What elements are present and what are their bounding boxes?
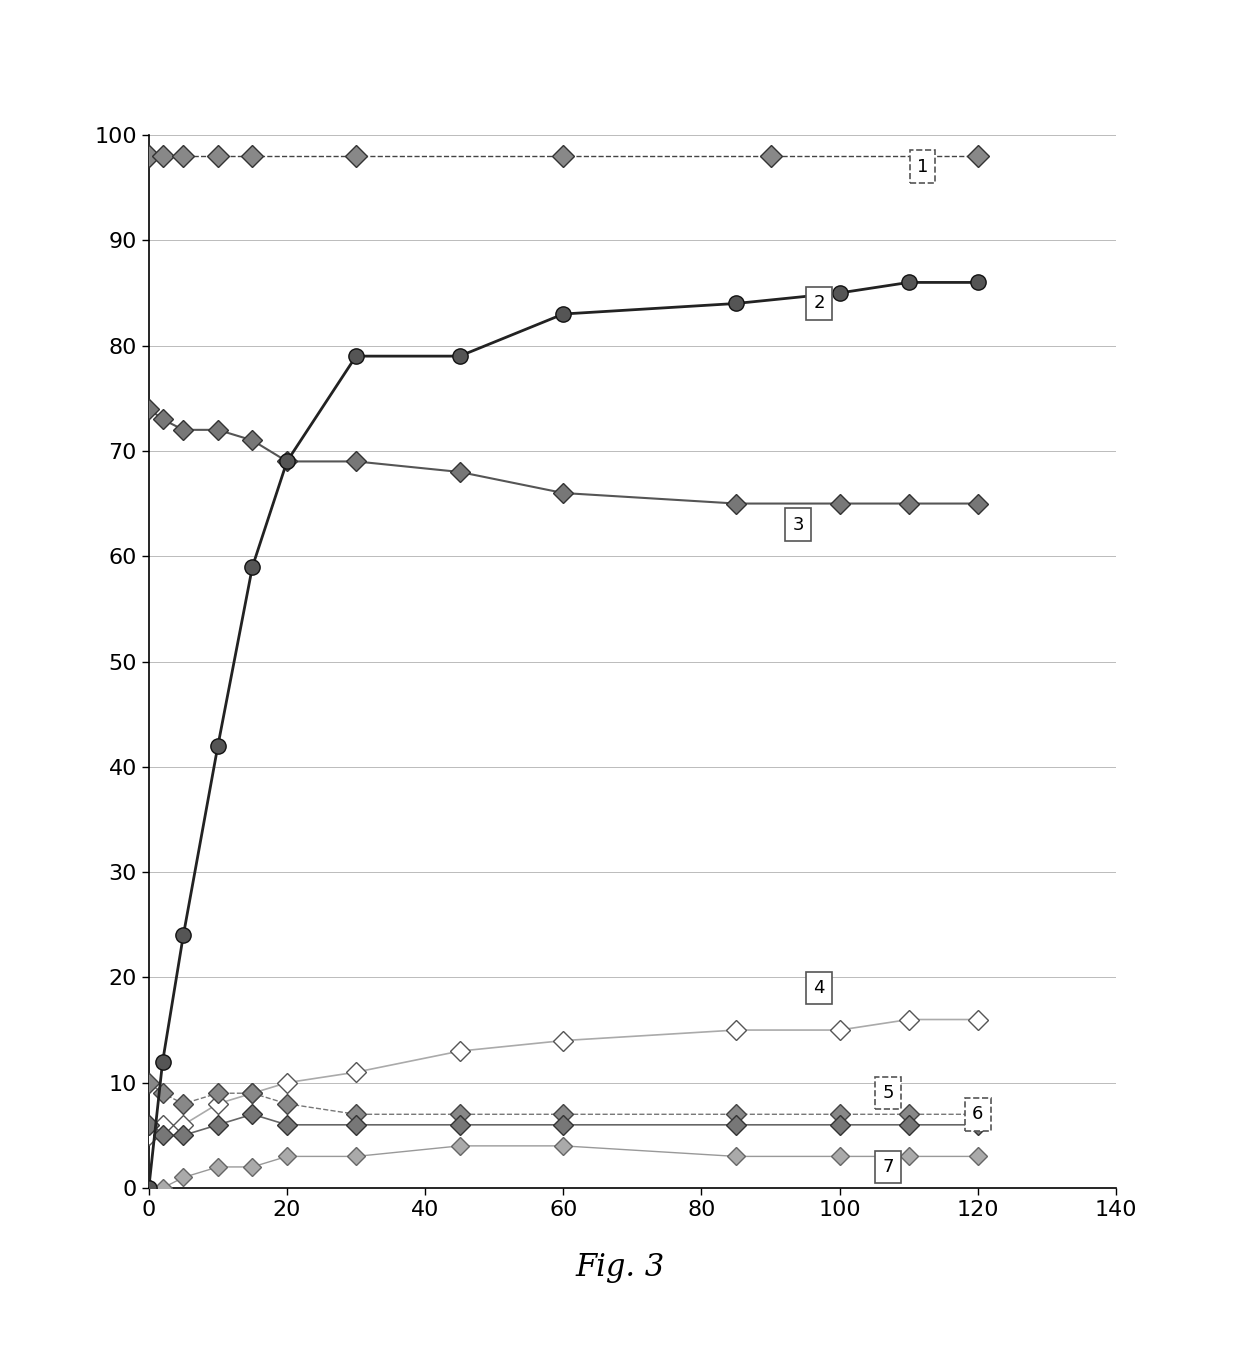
Text: Fig. 3: Fig. 3 <box>575 1251 665 1282</box>
Text: 3: 3 <box>792 516 804 533</box>
Text: 4: 4 <box>813 979 825 996</box>
Text: 7: 7 <box>883 1158 894 1176</box>
Text: 6: 6 <box>972 1106 983 1123</box>
Text: 1: 1 <box>916 158 929 176</box>
Text: 2: 2 <box>813 294 825 312</box>
Text: 5: 5 <box>883 1084 894 1102</box>
